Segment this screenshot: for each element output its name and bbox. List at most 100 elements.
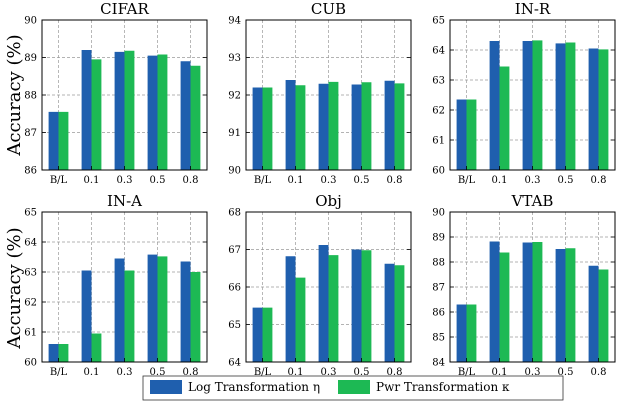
bar-log-0.3 [318, 83, 329, 170]
x-tick-label: 0.8 [591, 175, 607, 186]
bar-pwr-0.5 [361, 82, 372, 170]
y-tick-label: 90 [228, 166, 241, 177]
x-tick-label: 0.3 [117, 367, 133, 378]
bar-pwr-B/L [58, 344, 69, 362]
y-tick-label: 64 [24, 238, 37, 249]
x-tick-label: 0.8 [591, 367, 607, 378]
bar-log-0.1 [81, 50, 92, 170]
bar-log-0.1 [489, 41, 500, 170]
legend-swatch-pwr [338, 380, 370, 394]
x-tick-label: 0.3 [117, 175, 133, 186]
y-tick-label: 84 [432, 358, 445, 369]
bar-log-0.8 [384, 263, 395, 362]
chart-title: Obj [315, 192, 342, 210]
bar-pwr-0.5 [157, 54, 168, 170]
x-tick-label: 0.8 [183, 175, 199, 186]
bar-pwr-0.8 [598, 49, 609, 170]
bar-pwr-0.5 [565, 42, 576, 170]
x-tick-label: 0.8 [183, 367, 199, 378]
chart-panel-obj: 64 65 66 67 68 B/L 0.1 0.3 0.5 0.8 Obj [228, 192, 412, 378]
y-tick-label: 64 [228, 358, 241, 369]
bar-log-0.5 [351, 249, 362, 362]
bar-log-0.8 [180, 261, 191, 362]
bar-log-B/L [48, 111, 59, 170]
x-tick-label: 0.3 [321, 175, 337, 186]
y-tick-label: 94 [228, 16, 241, 27]
bar-pwr-0.8 [394, 83, 405, 170]
x-tick-label: B/L [50, 175, 68, 186]
y-tick-label: 65 [228, 320, 241, 331]
x-tick-label: B/L [458, 367, 476, 378]
bar-pwr-0.3 [328, 255, 339, 362]
y-tick-label: 91 [228, 128, 241, 139]
x-tick-label: 0.3 [525, 175, 541, 186]
x-tick-label: 0.3 [525, 367, 541, 378]
chart-title: IN-A [107, 192, 142, 210]
bar-log-0.1 [285, 256, 296, 362]
bar-log-0.1 [285, 80, 296, 170]
x-tick-label: 0.5 [558, 367, 574, 378]
y-tick-label: 92 [228, 91, 241, 102]
y-tick-label: 60 [24, 358, 37, 369]
bar-pwr-0.5 [157, 256, 168, 362]
bar-pwr-0.3 [532, 242, 543, 362]
y-tick-label: 89 [432, 233, 445, 244]
bar-pwr-0.3 [328, 81, 339, 170]
y-tick-label: 61 [24, 328, 37, 339]
bar-log-0.3 [318, 245, 329, 362]
bar-pwr-0.1 [91, 59, 102, 170]
y-tick-label: 64 [432, 46, 445, 57]
chart-panel-cifar: 86 87 88 89 90 B/L 0.1 0.3 0.5 0.8 CIFAR [24, 0, 208, 186]
y-tick-label: 87 [432, 283, 445, 294]
bar-log-B/L [252, 87, 263, 170]
y-tick-label: 63 [24, 268, 37, 279]
legend-label-pwr: Pwr Transformation κ [376, 380, 510, 394]
bar-log-0.1 [489, 241, 500, 362]
legend: Log Transformation η Pwr Transformation … [142, 375, 564, 401]
y-tick-label: 87 [24, 128, 37, 139]
bar-pwr-0.8 [394, 265, 405, 362]
y-tick-label: 61 [432, 136, 445, 147]
bar-pwr-0.1 [295, 85, 306, 170]
x-tick-label: B/L [254, 367, 272, 378]
bar-pwr-0.3 [124, 270, 135, 362]
x-tick-label: 0.5 [150, 367, 166, 378]
x-tick-label: B/L [254, 175, 272, 186]
bar-pwr-0.3 [124, 50, 135, 170]
bar-log-0.8 [588, 265, 599, 362]
bar-log-0.5 [351, 84, 362, 170]
bar-log-0.8 [180, 61, 191, 170]
y-tick-label: 93 [228, 53, 241, 64]
y-tick-label: 63 [432, 76, 445, 87]
x-tick-label: 0.1 [84, 175, 100, 186]
bar-log-B/L [456, 99, 467, 170]
y-tick-label: 62 [24, 298, 37, 309]
bar-pwr-0.8 [190, 65, 201, 170]
chart-title: VTAB [511, 192, 554, 210]
y-tick-label: 65 [432, 16, 445, 27]
y-tick-label: 85 [432, 333, 445, 344]
chart-title: CUB [311, 0, 346, 18]
bar-pwr-B/L [262, 307, 273, 362]
bar-pwr-B/L [466, 99, 477, 170]
bar-pwr-0.5 [361, 250, 372, 362]
x-tick-label: 0.5 [558, 175, 574, 186]
chart-panels: 86 87 88 89 90 B/L 0.1 0.3 0.5 0.8 CIFAR 90 91 92 93 94… [24, 0, 616, 378]
y-tick-label: 86 [24, 166, 37, 177]
y-tick-label: 89 [24, 53, 37, 64]
bar-log-0.8 [588, 48, 599, 170]
bar-pwr-B/L [58, 111, 69, 170]
y-tick-label: 86 [432, 308, 445, 319]
x-tick-label: 0.3 [321, 367, 337, 378]
y-tick-label: 67 [228, 245, 241, 256]
y-tick-label: 60 [432, 166, 445, 177]
x-tick-label: 0.1 [492, 367, 508, 378]
bar-pwr-B/L [262, 87, 273, 170]
chart-panel-vtab: 84 85 86 87 88 89 90 B/L 0.1 0.3 0.5 0.8 VTAB [432, 192, 616, 378]
bar-log-0.3 [522, 41, 533, 170]
x-tick-label: B/L [458, 175, 476, 186]
chart-panel-cub: 90 91 92 93 94 B/L 0.1 0.3 0.5 0.8 CUB [228, 0, 412, 186]
x-tick-label: 0.5 [354, 367, 370, 378]
x-tick-label: 0.1 [288, 367, 304, 378]
